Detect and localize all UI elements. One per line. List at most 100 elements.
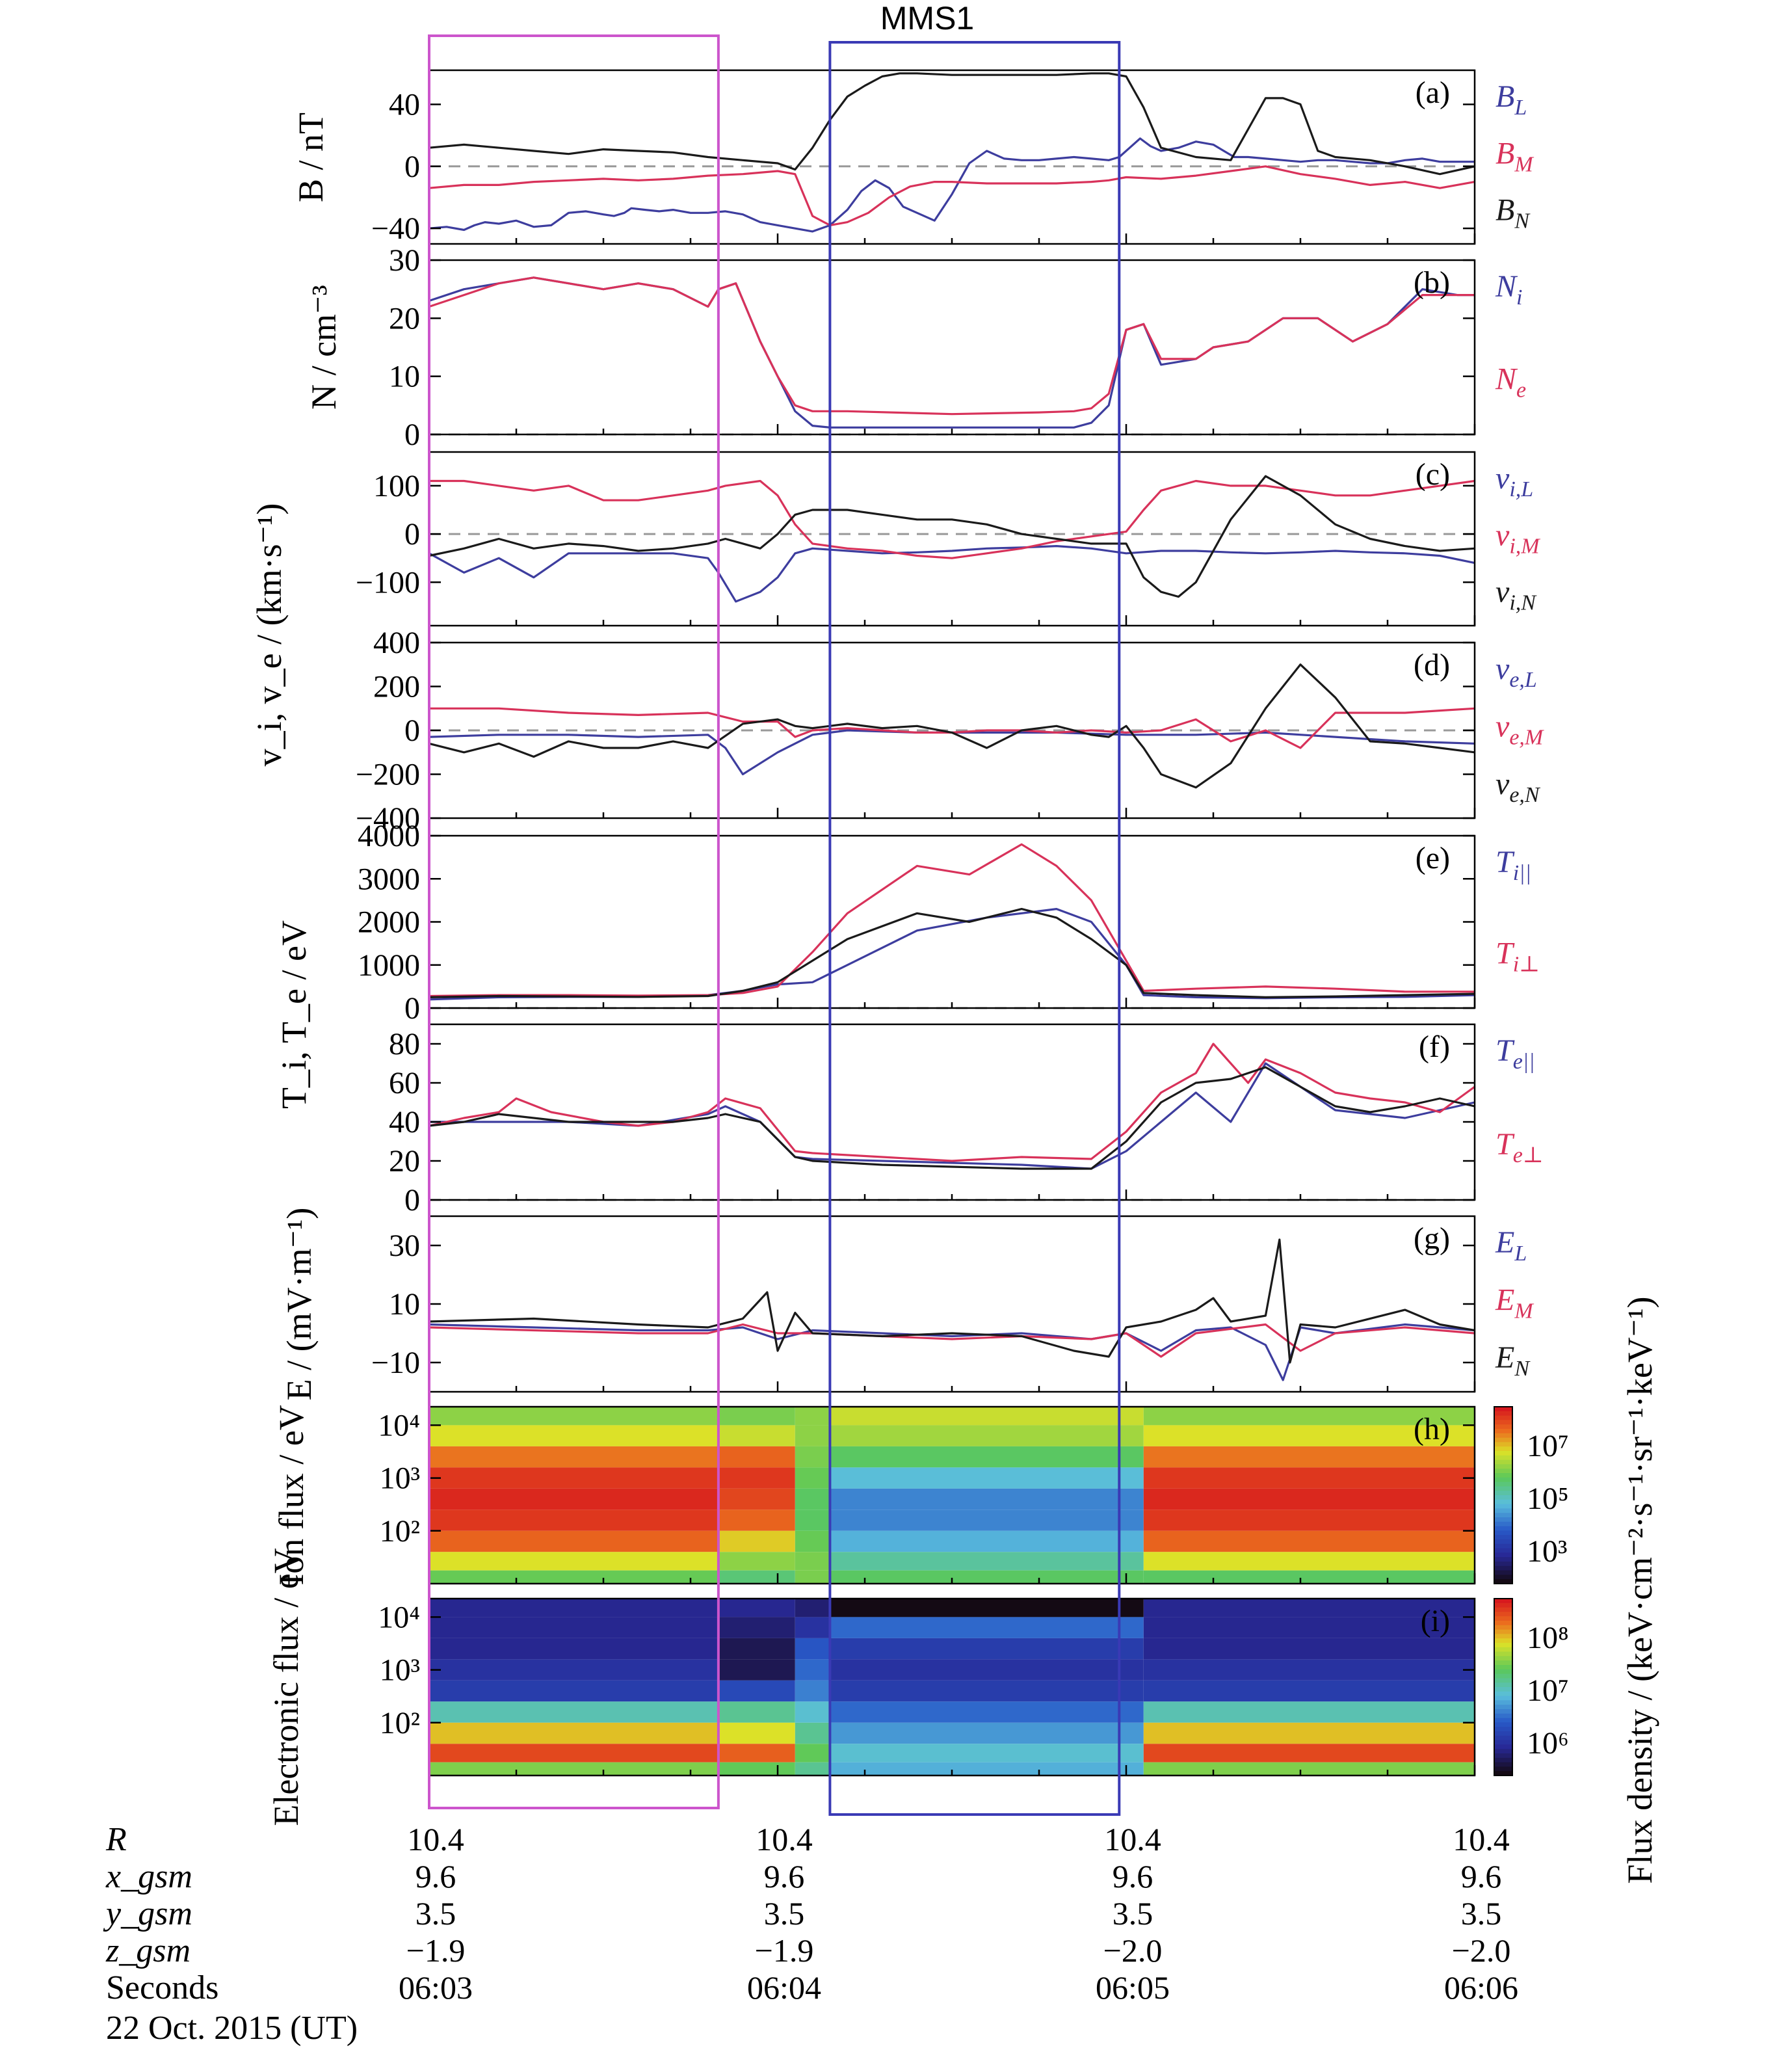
colorbar-segment: [1494, 1477, 1512, 1483]
heatmap-cell: [795, 1488, 830, 1510]
legend-label: vi,N: [1496, 575, 1537, 615]
colorbar-segment: [1494, 1621, 1512, 1626]
colorbar-segment: [1494, 1766, 1512, 1772]
colorbar-segment: [1494, 1552, 1512, 1558]
heatmap-cell: [830, 1659, 1144, 1681]
panel-frame: [428, 834, 1476, 1009]
heatmap-cell: [1143, 1744, 1475, 1762]
colorbar-segment: [1494, 1762, 1512, 1768]
ylabel-i: Electronic flux / eV: [267, 1548, 306, 1826]
panel-label: (c): [1416, 457, 1450, 492]
colorbar-segment: [1494, 1696, 1512, 1701]
colorbar-segment: [1494, 1473, 1512, 1478]
heatmap-cell: [795, 1638, 830, 1660]
colorbar-segment: [1494, 1634, 1512, 1640]
heatmap-cell: [429, 1744, 718, 1762]
colorbar-segment: [1494, 1713, 1512, 1719]
colorbar-segment: [1494, 1735, 1512, 1741]
magenta-box: [428, 34, 720, 1809]
heatmap-cell: [795, 1659, 830, 1681]
heatmap-cell: [795, 1762, 830, 1775]
heatmap-cell: [718, 1701, 795, 1723]
heatmap-cell: [718, 1530, 795, 1552]
colorbar-segment: [1494, 1535, 1512, 1540]
xaxis-value: 06:06: [1444, 1969, 1518, 2006]
heatmap-cell: [429, 1570, 718, 1584]
series-line-N: [428, 1238, 1475, 1364]
colorbar-segment: [1494, 1526, 1512, 1532]
xaxis-value: 3.5: [1113, 1895, 1153, 1932]
xaxis-value: 9.6: [415, 1858, 456, 1895]
colorbar-segment: [1494, 1429, 1512, 1434]
legend-label: Ne: [1495, 362, 1526, 403]
heatmap-cell: [429, 1638, 718, 1660]
ytick-label: 200: [373, 670, 420, 704]
heatmap-cell: [429, 1446, 718, 1468]
colorbar-segment: [1494, 1562, 1512, 1567]
heatmap-cell: [830, 1599, 1144, 1617]
heatmap-cell: [429, 1722, 718, 1744]
legend-label: vi,M: [1496, 518, 1540, 558]
heatmap-cell: [795, 1744, 830, 1762]
heatmap-cell: [830, 1488, 1144, 1510]
heatmap-cell: [795, 1509, 830, 1531]
colorbar-frame: [1494, 1406, 1513, 1584]
heatmap-cell: [429, 1407, 718, 1426]
heatmap-cell: [795, 1446, 830, 1468]
colorbar-segment: [1494, 1602, 1512, 1608]
heatmap-cell: [718, 1659, 795, 1681]
colorbar-segment: [1494, 1539, 1512, 1545]
heatmap-cell: [795, 1425, 830, 1446]
ytick-label: −400: [356, 801, 420, 836]
xaxis-value: 10.4: [1104, 1821, 1161, 1857]
heatmap-cell: [830, 1530, 1144, 1552]
heatmap-cell: [429, 1701, 718, 1723]
panel-d: ve,L ve,M ve,N 400 200 0 −200 −400 (d): [356, 626, 1544, 836]
colorbar-segment: [1494, 1437, 1512, 1443]
heatmap-cell: [718, 1488, 795, 1510]
heatmap-cell: [718, 1744, 795, 1762]
ytick-label: −10: [371, 1346, 420, 1380]
series-line-e: [428, 276, 1475, 416]
heatmap-cell: [718, 1467, 795, 1489]
colorbar-segment: [1494, 1625, 1512, 1630]
colorbar-segment: [1494, 1530, 1512, 1536]
ylabel-h: Ion flux / eV: [272, 1405, 311, 1585]
ytick-label: 10: [389, 1287, 420, 1322]
legend-label: BM: [1496, 136, 1534, 176]
legend-label: vi,L: [1496, 461, 1533, 501]
heatmap-cell: [795, 1599, 830, 1617]
ytick-label: 10³: [380, 1461, 420, 1496]
xaxis-value: 9.6: [764, 1858, 805, 1895]
series-line-M: [428, 165, 1475, 226]
heatmap-cell: [795, 1701, 830, 1723]
heatmap-cell: [1143, 1552, 1475, 1571]
series-line-N: [428, 72, 1475, 176]
colorbar-segment: [1494, 1495, 1512, 1500]
panel-frame: [428, 1023, 1476, 1201]
colorbar-segment: [1494, 1504, 1512, 1509]
heatmap-cell: [795, 1407, 830, 1426]
legend-label: BL: [1496, 79, 1527, 120]
heatmap-cell: [1143, 1617, 1475, 1638]
heatmap-cell: [429, 1509, 718, 1531]
ytick-label: 10⁴: [378, 1600, 420, 1634]
ytick-label: −100: [356, 565, 420, 600]
heatmap-cell: [1143, 1762, 1475, 1775]
ytick-label: 10⁴: [378, 1408, 420, 1443]
heatmap-cell: [830, 1701, 1144, 1723]
heatmap-cell: [718, 1446, 795, 1468]
heatmap-cell: [830, 1570, 1144, 1584]
series-line-e||: [429, 1062, 1475, 1170]
colorbar-segment: [1494, 1407, 1512, 1412]
heatmap-cell: [1143, 1659, 1475, 1681]
colorbar-segment: [1494, 1446, 1512, 1452]
colorbar-segment: [1494, 1656, 1512, 1662]
xaxis-row-label: R: [105, 1821, 127, 1858]
panel-label: (i): [1421, 1604, 1450, 1638]
panel-g: EL EM EN 30 10 −10 (g): [371, 1215, 1534, 1393]
ytick-label: 3000: [358, 862, 420, 896]
heatmap-cell: [718, 1722, 795, 1744]
series-line-T_e (black): [428, 1066, 1475, 1170]
